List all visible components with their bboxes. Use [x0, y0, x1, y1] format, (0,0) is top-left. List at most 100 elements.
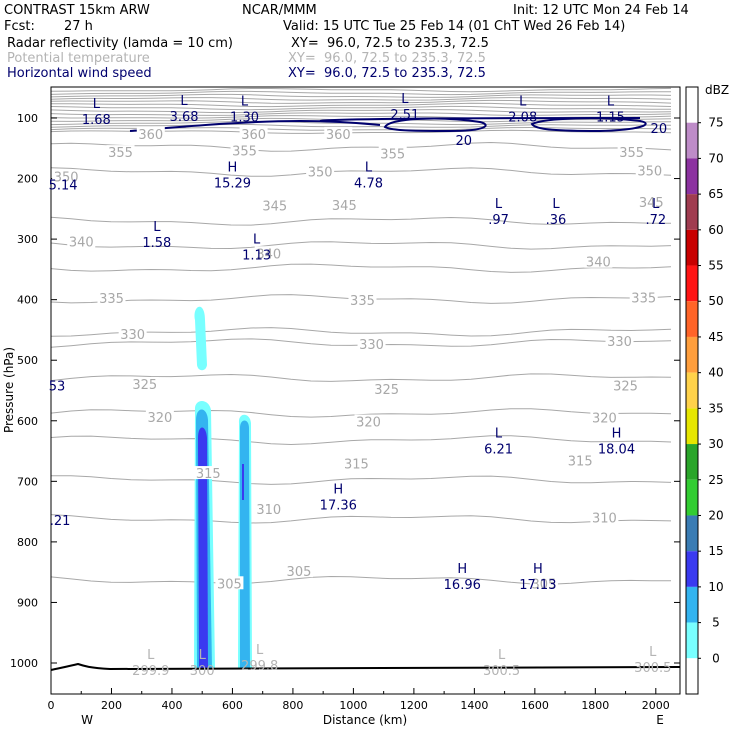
- theta-label: 320: [147, 411, 172, 426]
- org-label: NCAR/MMM: [242, 3, 317, 18]
- extreme-symbol: L: [180, 94, 188, 109]
- fcst-label: Fcst:: [4, 19, 35, 34]
- extreme-value: 3.68: [170, 110, 199, 125]
- extreme-symbol: L: [652, 197, 660, 212]
- theta-label-bg: [136, 126, 165, 140]
- y-tick-label: 100: [17, 112, 38, 125]
- theta-contour-line: [50, 167, 672, 177]
- theta-label: 325: [374, 383, 399, 398]
- extreme-value: .36: [546, 213, 567, 228]
- theta-contour-line: [50, 241, 672, 250]
- theta-label-bg: [637, 194, 666, 208]
- x-tick-label: 1400: [460, 699, 488, 712]
- colorbar-label: 20: [708, 508, 723, 522]
- colorbar-swatch: [686, 444, 698, 480]
- colorbar-label: 70: [708, 151, 723, 165]
- extreme-symbol: L: [552, 197, 560, 212]
- colorbar-swatch: [686, 301, 698, 337]
- theta-label-bg: [194, 466, 223, 480]
- reflectivity-cell: [194, 306, 207, 371]
- theta-label-bg: [215, 576, 244, 590]
- extreme-value: 1.13: [242, 249, 271, 264]
- extreme-symbol: L: [649, 645, 657, 660]
- extreme-value: .21: [50, 514, 71, 529]
- colorbar-swatch: [686, 229, 698, 266]
- theta-label: 340: [69, 236, 94, 251]
- extreme-value: 1.58: [142, 236, 171, 251]
- plot-border: [50, 86, 681, 695]
- theta-label-bg: [145, 409, 174, 423]
- terrain-profile: [50, 662, 681, 671]
- theta-label-bg: [254, 501, 283, 515]
- x-axis-title: Distance (km): [323, 713, 407, 727]
- theta-label: 360: [326, 128, 351, 143]
- colorbar-label: 30: [708, 437, 723, 451]
- theta-contour-line: [50, 263, 672, 273]
- theta-label-bg: [130, 377, 159, 391]
- axes: 0 200 400 600 800 1000 1200 1400 1600 1800 2000 100…: [2, 112, 680, 727]
- x-end-label-east: E: [656, 713, 664, 727]
- theta-label: 330: [359, 338, 384, 353]
- theta-label: 315: [568, 454, 593, 469]
- theta-label: 345: [332, 199, 357, 214]
- extreme-symbol: H: [457, 562, 467, 577]
- theta-label-bg: [378, 146, 407, 160]
- extreme-symbol: H: [228, 161, 238, 176]
- colorbar-label: 5: [712, 616, 720, 630]
- x-tick-label: 1800: [581, 699, 609, 712]
- extreme-symbol: H: [333, 483, 343, 498]
- theta-contour-line: [50, 97, 672, 101]
- field-xy-theta: XY= 96.0, 72.5 to 235.3, 72.5: [288, 51, 486, 66]
- x-tick-label: 0: [48, 699, 55, 712]
- theta-label-bg: [52, 169, 81, 183]
- colorbar-swatch: [686, 551, 698, 587]
- extreme-value: 15.29: [214, 177, 251, 192]
- theta-label-bg: [330, 197, 359, 211]
- extreme-symbol: L: [253, 233, 261, 248]
- theta-contour-line: [50, 109, 672, 114]
- colorbar-swatch: [686, 265, 698, 302]
- colorbar-label: 65: [708, 187, 723, 201]
- theta-label-bg: [566, 453, 595, 467]
- extreme-symbol: L: [495, 197, 503, 212]
- colorbar-label: 0: [712, 651, 720, 665]
- theta-contour-line: [50, 141, 672, 152]
- field-xy-wind: XY= 96.0, 72.5 to 235.3, 72.5: [288, 66, 486, 81]
- theta-label: 305: [217, 577, 242, 592]
- theta-label-bg: [284, 564, 313, 578]
- x-tick-label: 1000: [339, 699, 367, 712]
- colorbar-swatch: [686, 336, 698, 373]
- colorbar-swatch: [686, 622, 698, 659]
- theta-label-bg: [584, 254, 613, 268]
- y-tick-label: 700: [17, 475, 38, 488]
- colorbar-label: 50: [708, 294, 723, 308]
- theta-contour-line: [50, 575, 672, 585]
- colorbar-label: 10: [708, 580, 723, 594]
- theta-label-bg: [67, 234, 96, 248]
- theta-contour-line: [50, 327, 672, 337]
- colorbar-label: 15: [708, 544, 723, 558]
- theta-label-bg: [617, 145, 646, 159]
- reflectivity-cell: [198, 427, 208, 668]
- extreme-value: 4.78: [354, 177, 383, 192]
- theta-label: 340: [586, 256, 611, 271]
- theta-contour-line: [51, 102, 672, 108]
- init-time: Init: 12 UTC Mon 24 Feb 14: [513, 3, 689, 18]
- theta-contour-line: [50, 99, 672, 104]
- theta-label-bg: [372, 381, 401, 395]
- theta-label: 350: [637, 164, 662, 179]
- extreme-symbol: L: [256, 643, 264, 658]
- theta-contour-line: [50, 123, 672, 128]
- theta-label: 345: [262, 199, 287, 214]
- theta-contour-line: [50, 93, 672, 98]
- colorbar-swatch: [686, 408, 698, 445]
- theta-label-bg: [254, 246, 283, 260]
- y-axis-title: Pressure (hPa): [2, 347, 16, 433]
- extreme-symbol: L: [93, 97, 101, 112]
- colorbar-swatch: [686, 87, 698, 123]
- y-tick-label: 500: [17, 354, 38, 367]
- theta-label: 325: [613, 379, 638, 394]
- field-name-wind: Horizontal wind speed: [7, 66, 152, 81]
- theta-label: 340: [256, 247, 281, 262]
